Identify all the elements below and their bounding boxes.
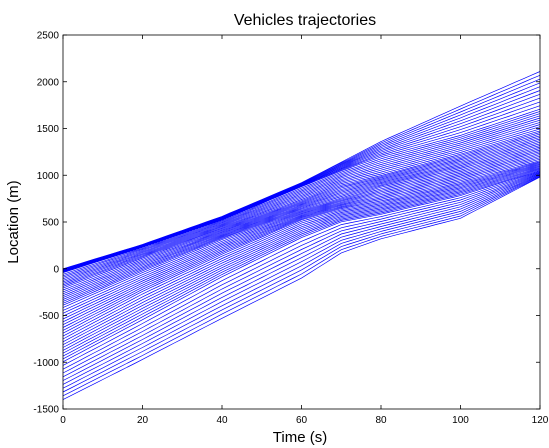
vehicle-trajectory xyxy=(62,165,541,348)
vehicle-trajectory xyxy=(62,145,541,306)
x-axis-label: Time (s) xyxy=(273,429,327,446)
vehicle-trajectory xyxy=(62,166,541,351)
y-tick-label: 1000 xyxy=(37,171,60,182)
x-tick-label: 40 xyxy=(216,415,228,426)
vehicle-trajectory xyxy=(62,132,541,291)
y-tick-label: 500 xyxy=(42,218,59,229)
vehicle-trajectory xyxy=(62,174,541,389)
vehicle-trajectory xyxy=(62,130,541,289)
vehicle-trajectory xyxy=(62,154,541,323)
vehicle-trajectory xyxy=(62,170,541,366)
vehicle-trajectory xyxy=(62,175,541,393)
vehicle-trajectory xyxy=(62,115,541,278)
y-tick-label: 2000 xyxy=(37,77,60,88)
vehicle-trajectory xyxy=(62,164,541,346)
vehicle-trajectory xyxy=(62,170,541,363)
y-tick-label: 2500 xyxy=(37,31,60,42)
vehicle-trajectory xyxy=(62,171,541,370)
vehicle-trajectory xyxy=(62,151,541,317)
vehicle-trajectory xyxy=(62,162,541,340)
vehicle-trajectory xyxy=(62,140,541,300)
vehicle-trajectory xyxy=(62,128,541,287)
vehicle-trajectory xyxy=(62,176,541,397)
vehicle-trajectory xyxy=(62,122,541,283)
vehicle-trajectory xyxy=(62,149,541,314)
vehicle-trajectory xyxy=(62,172,541,374)
chart-title: Vehicles trajectories xyxy=(234,12,376,29)
vehicle-trajectory xyxy=(62,135,541,295)
vehicle-trajectory xyxy=(62,161,541,337)
vehicle-trajectory xyxy=(62,143,541,304)
vehicle-trajectory xyxy=(62,113,541,277)
vehicle-trajectory xyxy=(62,168,541,357)
x-tick-label: 20 xyxy=(137,415,149,426)
vehicle-trajectory xyxy=(62,174,541,385)
vehicle-trajectory xyxy=(62,108,541,274)
vehicle-trajectory xyxy=(62,160,541,334)
y-tick-label: -1500 xyxy=(33,405,59,416)
vehicle-trajectory xyxy=(62,163,541,343)
vehicle-trajectory xyxy=(62,155,541,326)
vehicle-trajectory xyxy=(62,176,541,400)
vehicle-trajectory xyxy=(62,146,541,308)
y-tick-label: 0 xyxy=(53,264,59,275)
y-tick-label: -500 xyxy=(39,311,59,322)
y-tick-label: -1000 xyxy=(33,358,59,369)
vehicle-trajectory xyxy=(62,148,541,311)
y-axis-label: Location (m) xyxy=(5,180,22,263)
trajectory-lines xyxy=(62,71,541,400)
vehicle-trajectory xyxy=(62,169,541,360)
vehicle-trajectory xyxy=(62,167,541,354)
vehicle-trajectory xyxy=(62,111,541,275)
vehicle-trajectory xyxy=(62,157,541,328)
vehicle-trajectory xyxy=(62,158,541,331)
vehicle-trajectory xyxy=(62,141,541,302)
vehicle-trajectory xyxy=(62,133,541,293)
vehicle-trajectory xyxy=(62,105,541,273)
x-tick-label: 120 xyxy=(532,415,549,426)
x-tick-label: 100 xyxy=(452,415,469,426)
vehicle-trajectory xyxy=(62,137,541,297)
x-tick-label: 80 xyxy=(375,415,387,426)
vehicle-trajectory xyxy=(62,119,541,281)
vehicle-trajectory xyxy=(62,173,541,381)
x-tick-label: 60 xyxy=(296,415,308,426)
y-tick-label: 1500 xyxy=(37,124,60,135)
vehicle-trajectory xyxy=(62,117,541,280)
vehicle-trajectory xyxy=(62,152,541,320)
vehicle-trajectory xyxy=(62,138,541,298)
x-tick-label: 0 xyxy=(60,415,66,426)
axis-ticks: 0 20 40 60 80 100 120 -1500 -1000 -500 0 500 1000 150… xyxy=(33,31,548,427)
vehicle-trajectory xyxy=(62,124,541,284)
vehicle-trajectory xyxy=(62,172,541,378)
vehicle-trajectory xyxy=(62,126,541,286)
